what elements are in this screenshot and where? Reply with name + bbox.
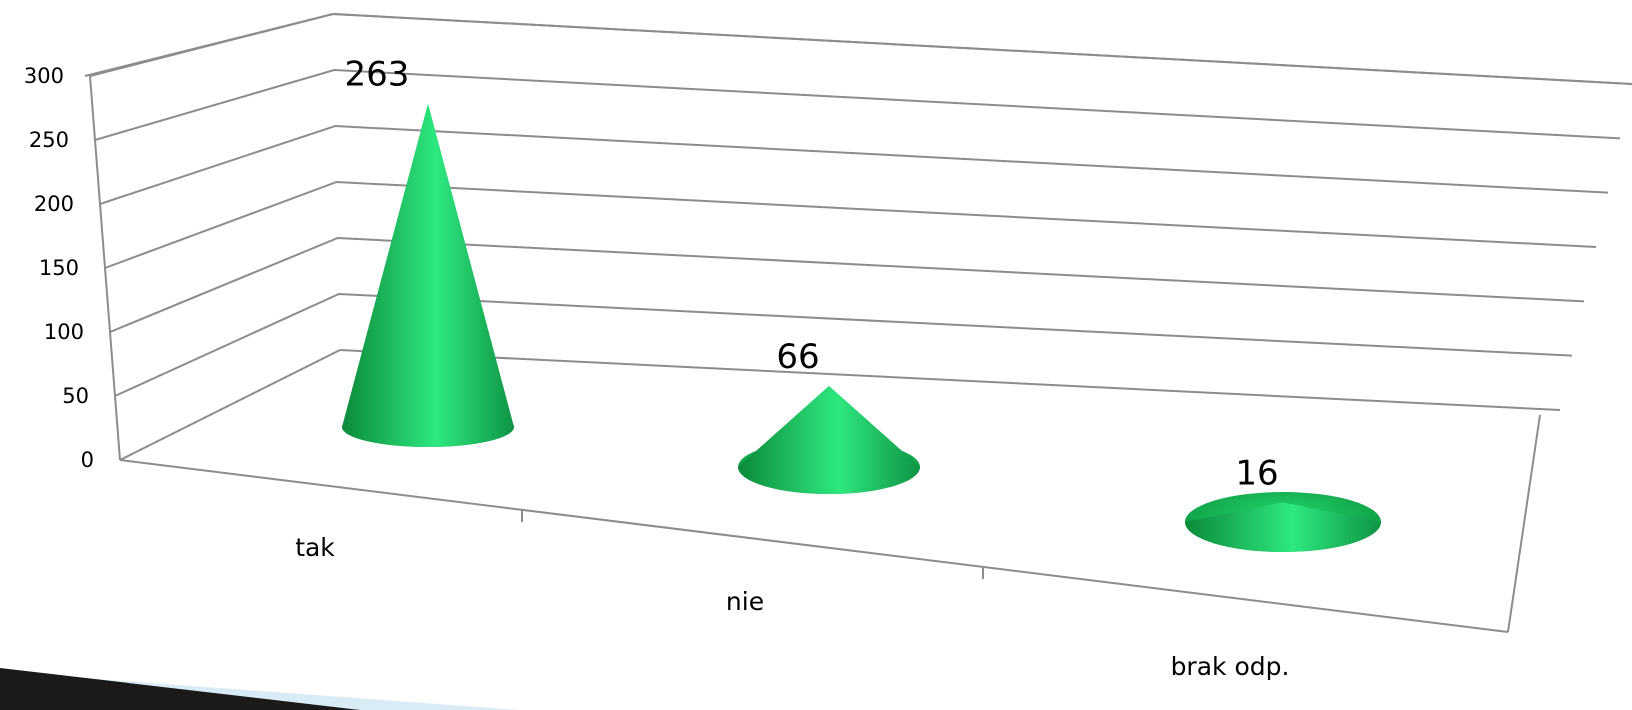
- y-tick-label: 200: [34, 192, 74, 216]
- cone-body: [738, 385, 920, 494]
- data-label: 66: [776, 337, 819, 377]
- gridline: [109, 236, 1585, 333]
- cone-3: 16: [1185, 453, 1381, 552]
- slide-decoration: [0, 660, 520, 710]
- floor-front-edge: [119, 459, 1509, 633]
- data-label: 16: [1235, 453, 1278, 493]
- y-tick-label: 300: [24, 64, 64, 88]
- y-tick-label: 100: [44, 320, 84, 344]
- data-label: 263: [345, 55, 410, 95]
- gridline: [114, 292, 1573, 397]
- cone-body: [1185, 502, 1381, 552]
- gridline: [104, 180, 1597, 269]
- y-tick-label: 50: [62, 384, 89, 408]
- y-tick-label: 250: [29, 128, 69, 152]
- floor-right-edge: [1507, 414, 1541, 633]
- gridline: [94, 68, 1621, 141]
- y-tick-label: 0: [81, 448, 94, 472]
- cone-1: 263: [342, 55, 514, 447]
- cone-body: [342, 103, 514, 447]
- y-tick-label: 150: [39, 256, 79, 280]
- y-axis-ticks: 0 50 100 150 200 250 300: [24, 64, 94, 472]
- gridline: [99, 124, 1609, 205]
- gridline: [89, 12, 1632, 85]
- cone-2: 66: [738, 337, 920, 494]
- cones: 263 66 16: [342, 55, 1381, 552]
- gridlines: [89, 12, 1632, 397]
- category-label: brak odp.: [1171, 652, 1290, 681]
- category-labels: tak nie brak odp.: [295, 533, 1289, 681]
- category-label: nie: [726, 587, 764, 616]
- back-wall-bottom: [339, 349, 1561, 411]
- category-label: tak: [295, 533, 335, 562]
- floor-left-edge: [119, 349, 341, 461]
